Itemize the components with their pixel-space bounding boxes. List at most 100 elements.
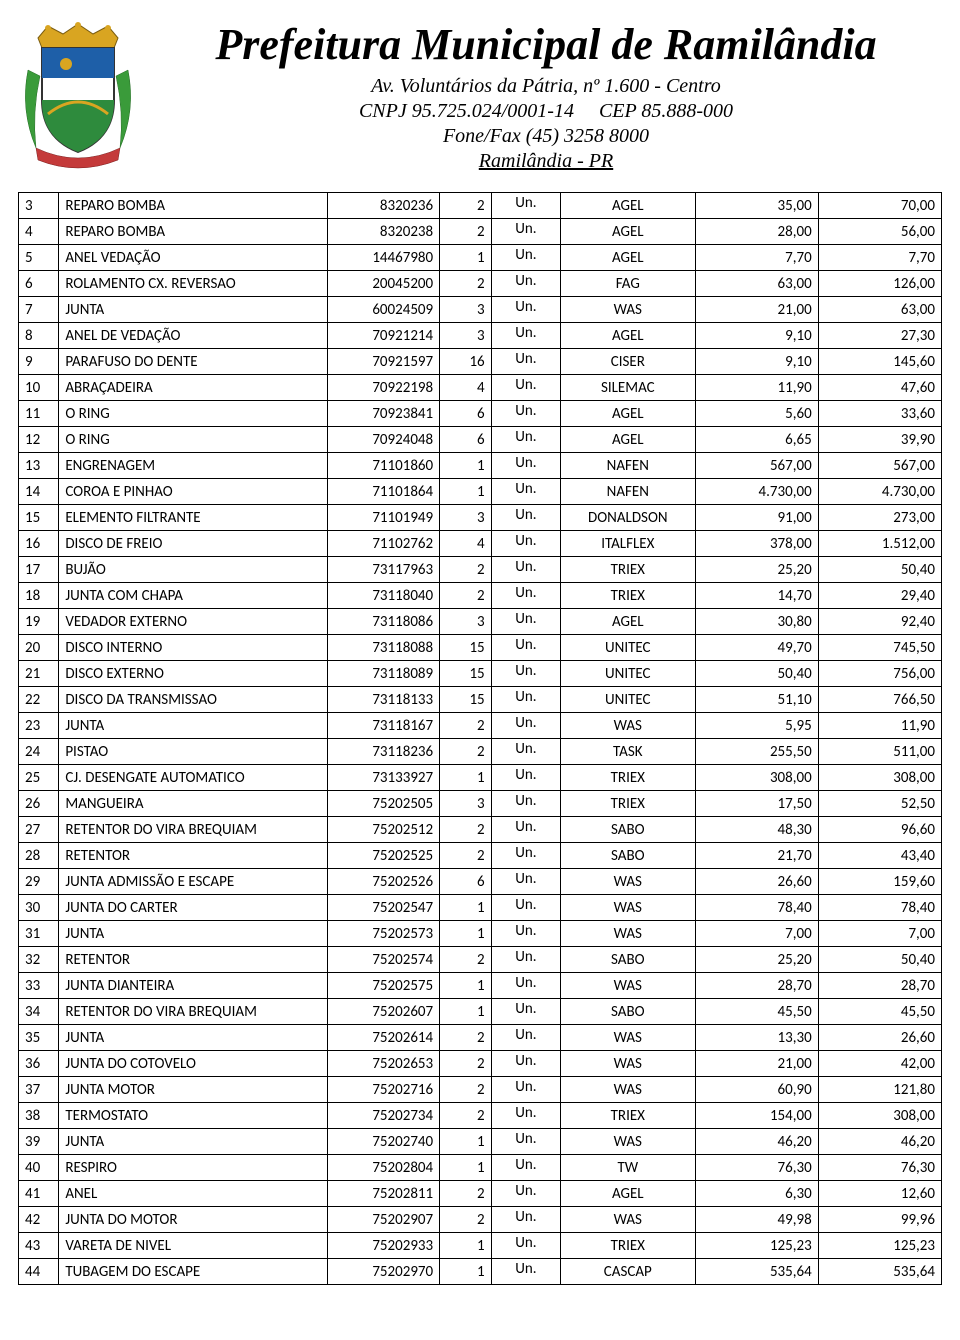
table-row: 39JUNTA752027401Un.WAS46,2046,20 [19,1129,942,1155]
item-qty: 6 [440,427,492,453]
item-qty: 6 [440,401,492,427]
table-row: 40RESPIRO752028041Un.TW76,3076,30 [19,1155,942,1181]
item-description: JUNTA DO COTOVELO [59,1051,328,1077]
item-total: 308,00 [818,1103,941,1129]
phone-line: Fone/Fax (45) 3258 8000 [150,124,942,149]
item-code: 14467980 [328,245,440,271]
item-qty: 3 [440,323,492,349]
item-unit-price: 45,50 [695,999,818,1025]
table-row: 18JUNTA COM CHAPA731180402Un.TRIEX14,702… [19,583,942,609]
item-brand: WAS [561,1077,695,1103]
item-qty: 3 [440,297,492,323]
item-unit: Un. [491,375,560,401]
row-index: 27 [19,817,59,843]
item-description: JUNTA DIANTEIRA [59,973,328,999]
item-description: ENGRENAGEM [59,453,328,479]
table-row: 31JUNTA752025731Un.WAS7,007,00 [19,921,942,947]
city-state-line: Ramilândia - PR [150,149,942,174]
item-unit-price: 535,64 [695,1259,818,1285]
item-total: 46,20 [818,1129,941,1155]
row-index: 3 [19,193,59,219]
item-qty: 2 [440,843,492,869]
item-qty: 2 [440,1181,492,1207]
row-index: 37 [19,1077,59,1103]
table-row: 30JUNTA DO CARTER752025471Un.WAS78,4078,… [19,895,942,921]
item-code: 75202907 [328,1207,440,1233]
item-description: DISCO DA TRANSMISSAO [59,687,328,713]
item-unit-price: 50,40 [695,661,818,687]
item-qty: 2 [440,1207,492,1233]
table-row: 4REPARO BOMBA83202382Un.AGEL28,0056,00 [19,219,942,245]
item-qty: 1 [440,1233,492,1259]
item-qty: 1 [440,921,492,947]
item-unit: Un. [491,1025,560,1051]
item-code: 75202653 [328,1051,440,1077]
table-row: 29JUNTA ADMISSÃO E ESCAPE752025266Un.WAS… [19,869,942,895]
item-unit: Un. [491,947,560,973]
item-brand: TRIEX [561,1103,695,1129]
table-row: 34RETENTOR DO VIRA BREQUIAM752026071Un.S… [19,999,942,1025]
row-index: 8 [19,323,59,349]
item-unit: Un. [491,583,560,609]
item-unit-price: 9,10 [695,323,818,349]
item-unit: Un. [491,219,560,245]
item-total: 92,40 [818,609,941,635]
item-unit-price: 60,90 [695,1077,818,1103]
item-total: 535,64 [818,1259,941,1285]
item-total: 78,40 [818,895,941,921]
item-unit: Un. [491,245,560,271]
item-unit-price: 125,23 [695,1233,818,1259]
item-description: JUNTA [59,297,328,323]
item-unit-price: 21,00 [695,1051,818,1077]
item-brand: AGEL [561,245,695,271]
table-row: 42JUNTA DO MOTOR752029072Un.WAS49,9899,9… [19,1207,942,1233]
item-qty: 2 [440,219,492,245]
item-unit-price: 11,90 [695,375,818,401]
item-code: 75202933 [328,1233,440,1259]
table-row: 22DISCO DA TRANSMISSAO7311813315Un.UNITE… [19,687,942,713]
row-index: 33 [19,973,59,999]
item-total: 7,70 [818,245,941,271]
table-row: 14COROA E PINHAO711018641Un.NAFEN4.730,0… [19,479,942,505]
item-unit: Un. [491,999,560,1025]
item-unit: Un. [491,297,560,323]
item-qty: 3 [440,609,492,635]
row-index: 11 [19,401,59,427]
item-description: BUJÃO [59,557,328,583]
row-index: 34 [19,999,59,1025]
item-brand: SABO [561,843,695,869]
item-qty: 1 [440,479,492,505]
item-unit-price: 308,00 [695,765,818,791]
table-row: 44TUBAGEM DO ESCAPE752029701Un.CASCAP535… [19,1259,942,1285]
item-code: 75202547 [328,895,440,921]
item-unit-price: 14,70 [695,583,818,609]
item-unit-price: 4.730,00 [695,479,818,505]
item-unit: Un. [491,349,560,375]
item-unit-price: 7,70 [695,245,818,271]
item-unit-price: 35,00 [695,193,818,219]
item-brand: AGEL [561,193,695,219]
row-index: 29 [19,869,59,895]
item-brand: WAS [561,713,695,739]
item-unit: Un. [491,453,560,479]
item-unit: Un. [491,271,560,297]
item-total: 308,00 [818,765,941,791]
item-qty: 2 [440,739,492,765]
item-qty: 2 [440,1077,492,1103]
item-code: 70923841 [328,401,440,427]
item-description: RESPIRO [59,1155,328,1181]
item-code: 73117963 [328,557,440,583]
item-unit: Un. [491,323,560,349]
row-index: 12 [19,427,59,453]
table-row: 43VARETA DE NIVEL752029331Un.TRIEX125,23… [19,1233,942,1259]
item-code: 75202804 [328,1155,440,1181]
item-qty: 6 [440,869,492,895]
row-index: 44 [19,1259,59,1285]
item-total: 96,60 [818,817,941,843]
item-total: 33,60 [818,401,941,427]
item-description: CJ. DESENGATE AUTOMATICO [59,765,328,791]
item-code: 73118040 [328,583,440,609]
item-code: 75202512 [328,817,440,843]
table-row: 38TERMOSTATO752027342Un.TRIEX154,00308,0… [19,1103,942,1129]
item-code: 75202505 [328,791,440,817]
